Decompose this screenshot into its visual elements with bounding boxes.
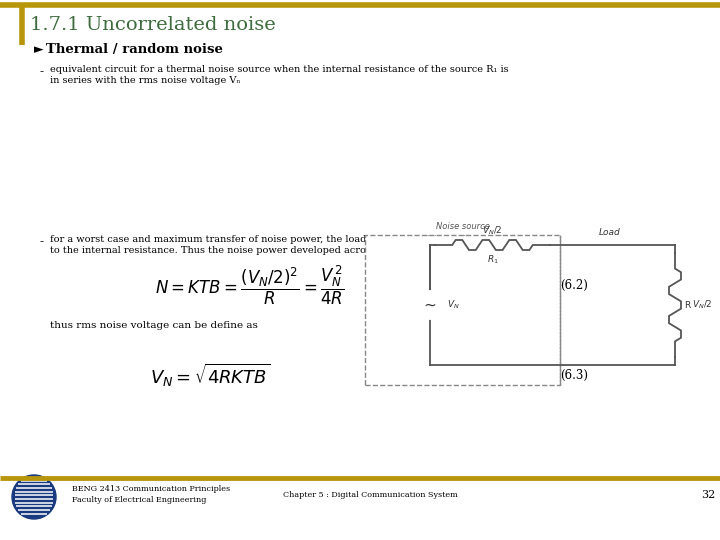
Text: Noise source: Noise source [436,222,490,231]
Text: for a worst case and maximum transfer of noise power, the load resistance R is m: for a worst case and maximum transfer of… [50,235,503,244]
Text: 32: 32 [701,490,715,500]
Text: 1.7.1 Uncorrelated noise: 1.7.1 Uncorrelated noise [30,16,276,34]
Text: Chapter 5 : Digital Communication System: Chapter 5 : Digital Communication System [283,491,457,499]
Bar [365,235,560,385]
Text: -: - [40,235,44,248]
Text: BENG 2413 Communication Principles: BENG 2413 Communication Principles [72,485,230,493]
Text: R: R [684,300,690,309]
Text: (6.3): (6.3) [560,368,588,381]
Text: $V_N/2$: $V_N/2$ [692,299,713,311]
Text: -: - [40,65,44,78]
Text: $V_N/2$: $V_N/2$ [482,225,503,237]
Text: Faculty of Electrical Engineering: Faculty of Electrical Engineering [72,496,207,504]
Text: Thermal / random noise: Thermal / random noise [46,44,223,57]
Text: ~: ~ [423,298,436,313]
Text: thus rms noise voltage can be define as: thus rms noise voltage can be define as [50,321,258,329]
Text: equivalent circuit for a thermal noise source when the internal resistance of th: equivalent circuit for a thermal noise s… [50,65,508,74]
Text: $V_N$: $V_N$ [447,299,460,311]
Circle shape [12,475,56,519]
Text: $V_N = \sqrt{4RKTB}$: $V_N = \sqrt{4RKTB}$ [150,361,270,389]
Text: $N = KTB = \dfrac{(V_N/2)^2}{R} = \dfrac{V_N^{\,2}}{4R}$: $N = KTB = \dfrac{(V_N/2)^2}{R} = \dfrac… [155,264,345,307]
Text: Load: Load [599,228,621,237]
Text: to the internal resistance. Thus the noise power developed across the load resis: to the internal resistance. Thus the noi… [50,246,467,255]
Text: ►: ► [34,44,44,57]
Text: $R_1$: $R_1$ [487,253,498,266]
Text: (6.2): (6.2) [560,279,588,292]
Text: in series with the rms noise voltage Vₙ: in series with the rms noise voltage Vₙ [50,76,240,85]
Circle shape [416,291,444,319]
